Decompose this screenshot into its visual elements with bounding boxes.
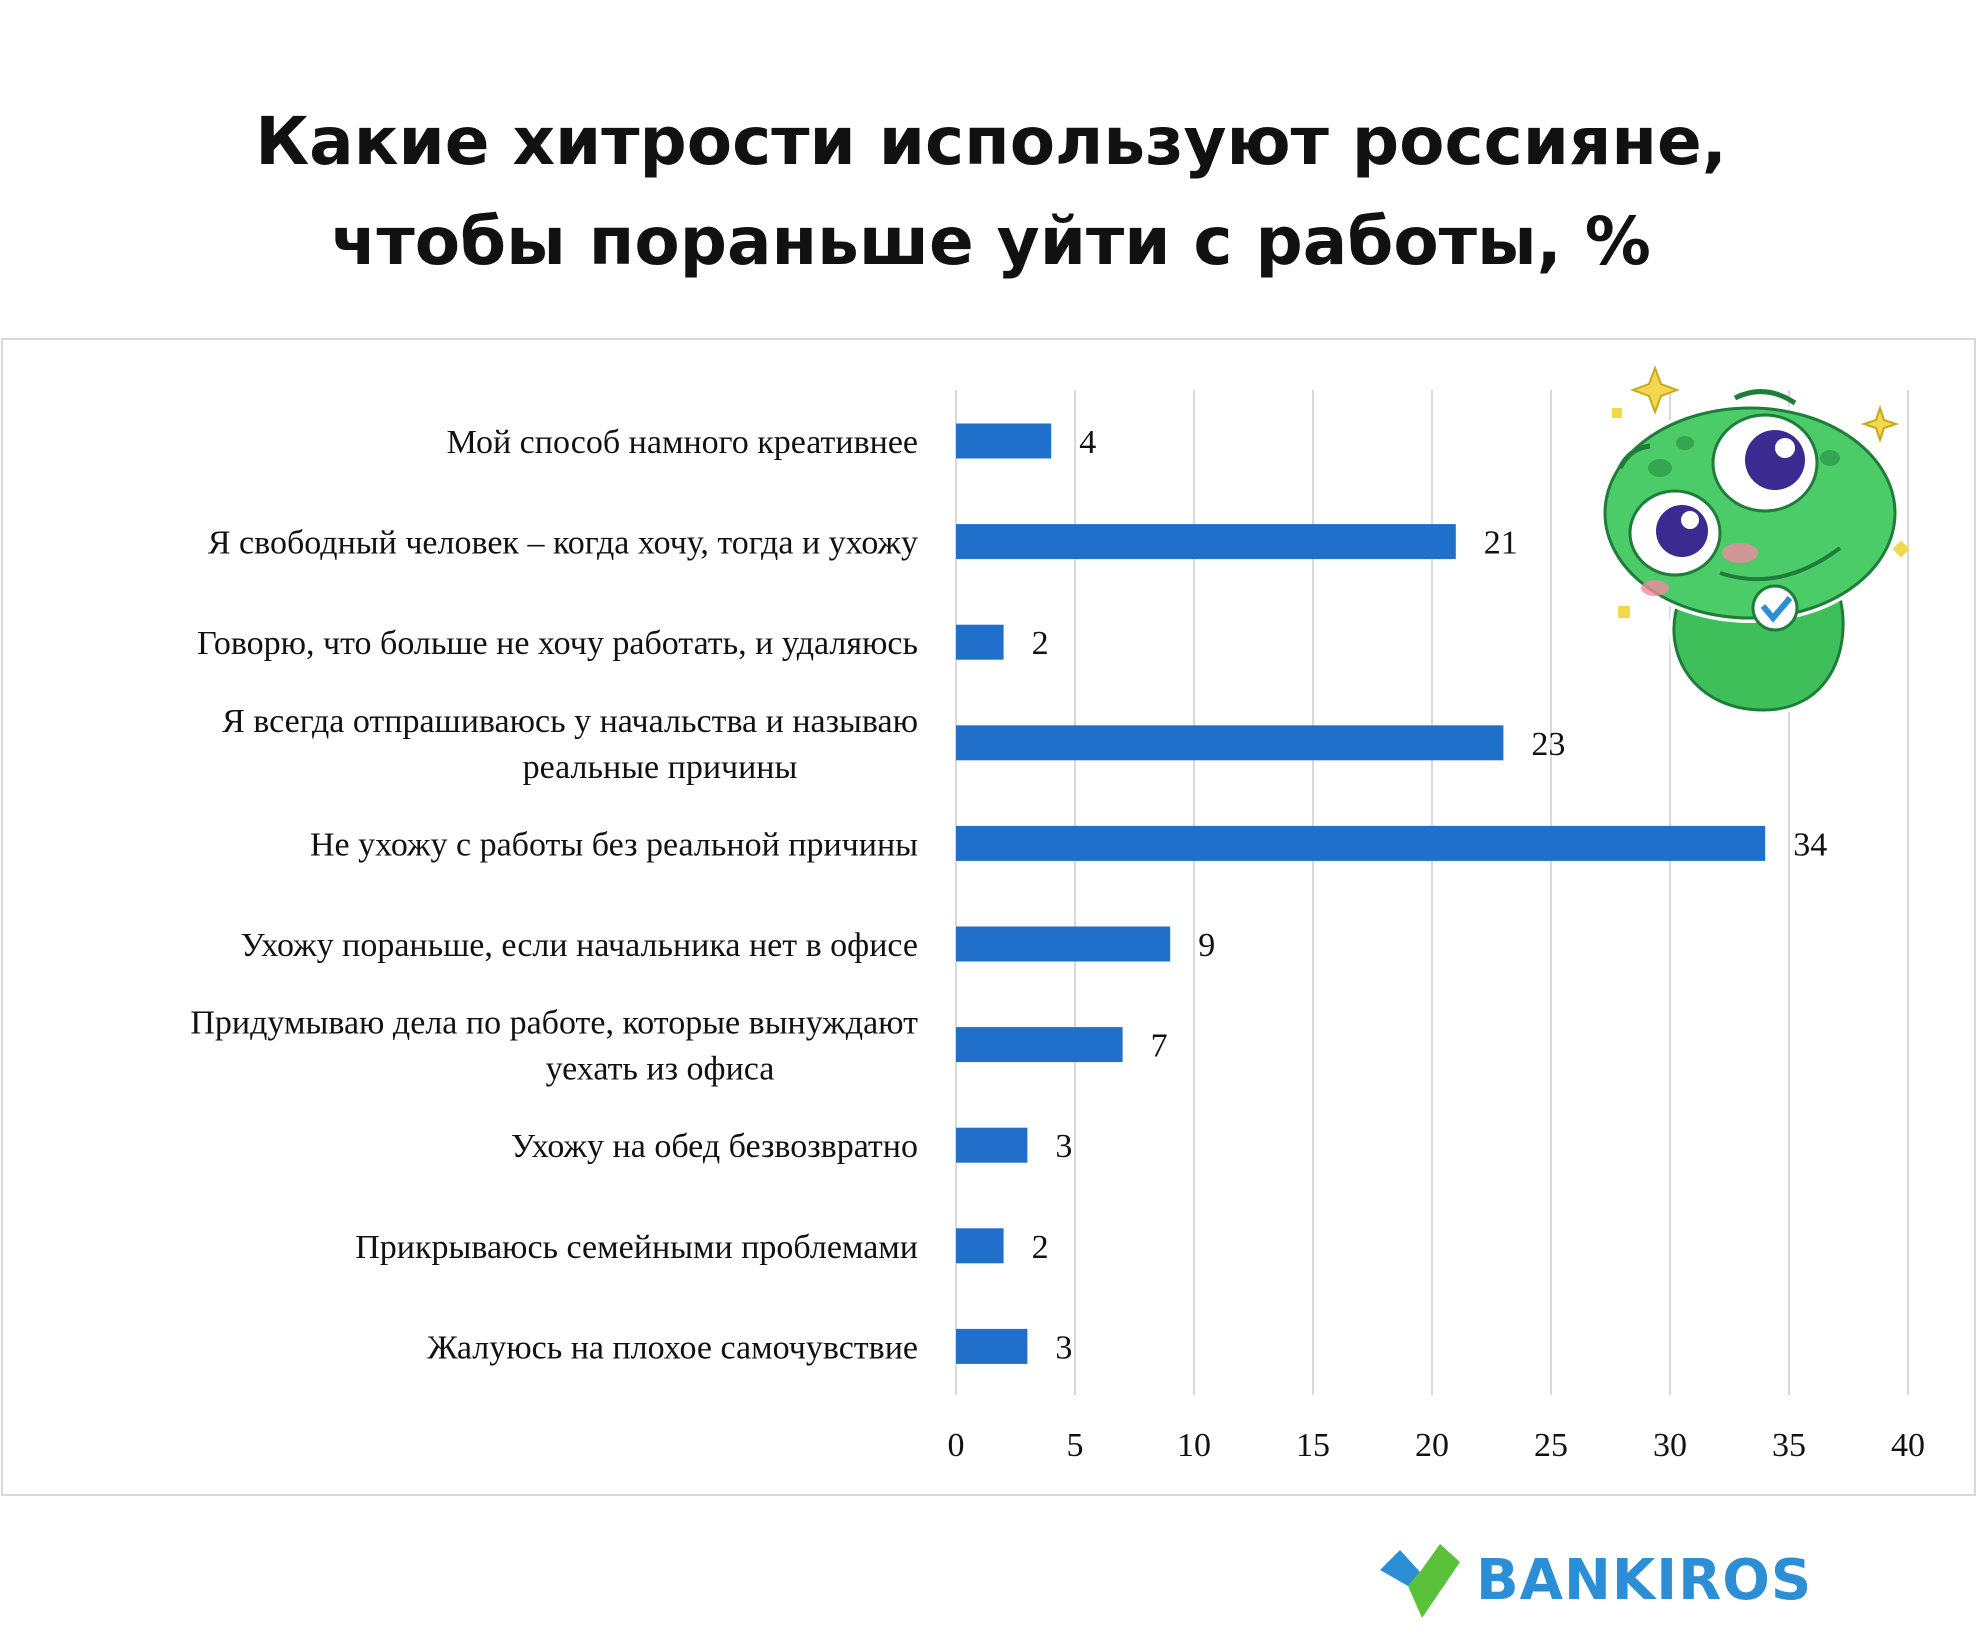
data-label: 23 (1531, 726, 1565, 763)
x-tick-label: 30 (1653, 1427, 1687, 1464)
data-label: 3 (1055, 1329, 1072, 1366)
data-label: 2 (1032, 1229, 1049, 1266)
category-label: Ухожу пораньше, если начальника нет в оф… (241, 927, 918, 964)
x-tick-label: 25 (1534, 1427, 1568, 1464)
category-label: Я всегда отпрашиваюсь у начальства и наз… (222, 703, 918, 786)
category-label: Ухожу на обед безвозвратно (511, 1128, 918, 1165)
bars (956, 423, 1766, 1364)
x-tick-label: 0 (948, 1427, 965, 1464)
x-tick-label: 10 (1177, 1427, 1211, 1464)
brand-name: BANKIROS (1476, 1547, 1813, 1613)
data-label: 34 (1793, 826, 1827, 863)
x-tick-label: 20 (1415, 1427, 1449, 1464)
data-label: 21 (1484, 525, 1518, 562)
chart-title-line-2: чтобы пораньше уйти с работы, % (331, 203, 1651, 280)
bar (956, 524, 1456, 560)
x-tick-label: 5 (1067, 1427, 1084, 1464)
chart-title-line-1: Какие хитрости используют россияне, (255, 103, 1727, 180)
chart-frame (1, 338, 1976, 1496)
data-label: 7 (1151, 1028, 1168, 1065)
bar (956, 1127, 1028, 1163)
green-frog-mascot-icon (1600, 365, 1910, 716)
x-tick-label: 15 (1296, 1427, 1330, 1464)
bar (956, 926, 1171, 962)
x-tick-label: 40 (1891, 1427, 1925, 1464)
x-tick-label: 35 (1772, 1427, 1806, 1464)
category-label: Прикрываюсь семейными проблемами (355, 1229, 918, 1266)
bar (956, 825, 1766, 861)
brand-logo: BANKIROS (1378, 1540, 1812, 1620)
bankiros-check-logo-icon (1380, 1544, 1460, 1618)
data-label: 9 (1198, 927, 1215, 964)
chart-title: Какие хитрости используют россияне, чтоб… (0, 92, 1982, 292)
bar (956, 1328, 1028, 1364)
data-label: 2 (1032, 625, 1049, 662)
category-label: Жалуюсь на плохое самочувствие (427, 1329, 918, 1366)
category-label: Я свободный человек – когда хочу, тогда … (208, 525, 918, 562)
category-label: Не ухожу с работы без реальной причины (310, 826, 918, 863)
data-label: 3 (1055, 1128, 1072, 1165)
bar (956, 1027, 1123, 1063)
category-label: Говорю, что больше не хочу работать, и у… (197, 625, 918, 662)
bar (956, 624, 1004, 660)
labels: 0 5 10 15 20 25 30 35 40 4 Мой способ намного креа… (190, 424, 1925, 1464)
data-label: 4 (1079, 424, 1096, 461)
category-label: Мой способ намного креативнее (447, 424, 918, 461)
bar (956, 725, 1504, 761)
bar (956, 423, 1052, 459)
category-label: Придумываю дела по работе, которые вынуж… (190, 1005, 918, 1088)
bar (956, 1228, 1004, 1264)
